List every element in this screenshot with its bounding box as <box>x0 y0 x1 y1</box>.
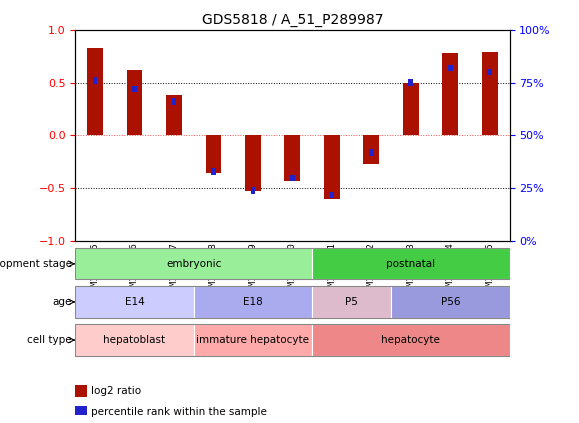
FancyBboxPatch shape <box>312 286 391 318</box>
Text: postnatal: postnatal <box>386 259 435 269</box>
Bar <box>127 70 142 135</box>
FancyBboxPatch shape <box>194 286 312 318</box>
Bar <box>284 135 301 181</box>
Bar <box>245 135 261 190</box>
Bar <box>482 52 498 135</box>
Bar <box>403 82 419 135</box>
Bar <box>364 135 379 164</box>
FancyBboxPatch shape <box>391 286 510 318</box>
Text: immature hepatocyte: immature hepatocyte <box>196 335 309 345</box>
Bar <box>75 406 87 418</box>
FancyBboxPatch shape <box>75 248 312 280</box>
FancyBboxPatch shape <box>312 324 510 356</box>
Bar <box>408 80 413 86</box>
Text: E18: E18 <box>243 297 263 307</box>
Bar <box>211 168 216 175</box>
Text: P56: P56 <box>441 297 460 307</box>
Title: GDS5818 / A_51_P289987: GDS5818 / A_51_P289987 <box>201 13 383 27</box>
Text: log2 ratio: log2 ratio <box>91 386 141 396</box>
FancyBboxPatch shape <box>312 248 510 280</box>
Bar <box>324 135 340 199</box>
Bar <box>488 69 492 75</box>
Text: E14: E14 <box>124 297 144 307</box>
Bar <box>166 95 182 135</box>
Text: cell type: cell type <box>27 335 72 345</box>
Bar <box>448 65 453 71</box>
Bar <box>206 135 221 173</box>
Text: embryonic: embryonic <box>166 259 221 269</box>
Bar <box>75 385 87 397</box>
Text: P5: P5 <box>345 297 358 307</box>
FancyBboxPatch shape <box>75 324 194 356</box>
Bar <box>442 53 458 135</box>
Bar <box>251 187 255 194</box>
Text: percentile rank within the sample: percentile rank within the sample <box>91 407 267 417</box>
Text: age: age <box>53 297 72 307</box>
Bar <box>93 77 97 84</box>
Bar <box>329 192 334 198</box>
Bar <box>132 86 137 92</box>
Bar <box>87 48 103 135</box>
Text: hepatocyte: hepatocyte <box>382 335 440 345</box>
Bar <box>171 99 177 105</box>
FancyBboxPatch shape <box>75 286 194 318</box>
Bar <box>369 149 373 156</box>
Text: development stage: development stage <box>0 259 72 269</box>
FancyBboxPatch shape <box>194 324 312 356</box>
Bar <box>290 175 295 181</box>
Text: hepatoblast: hepatoblast <box>104 335 166 345</box>
